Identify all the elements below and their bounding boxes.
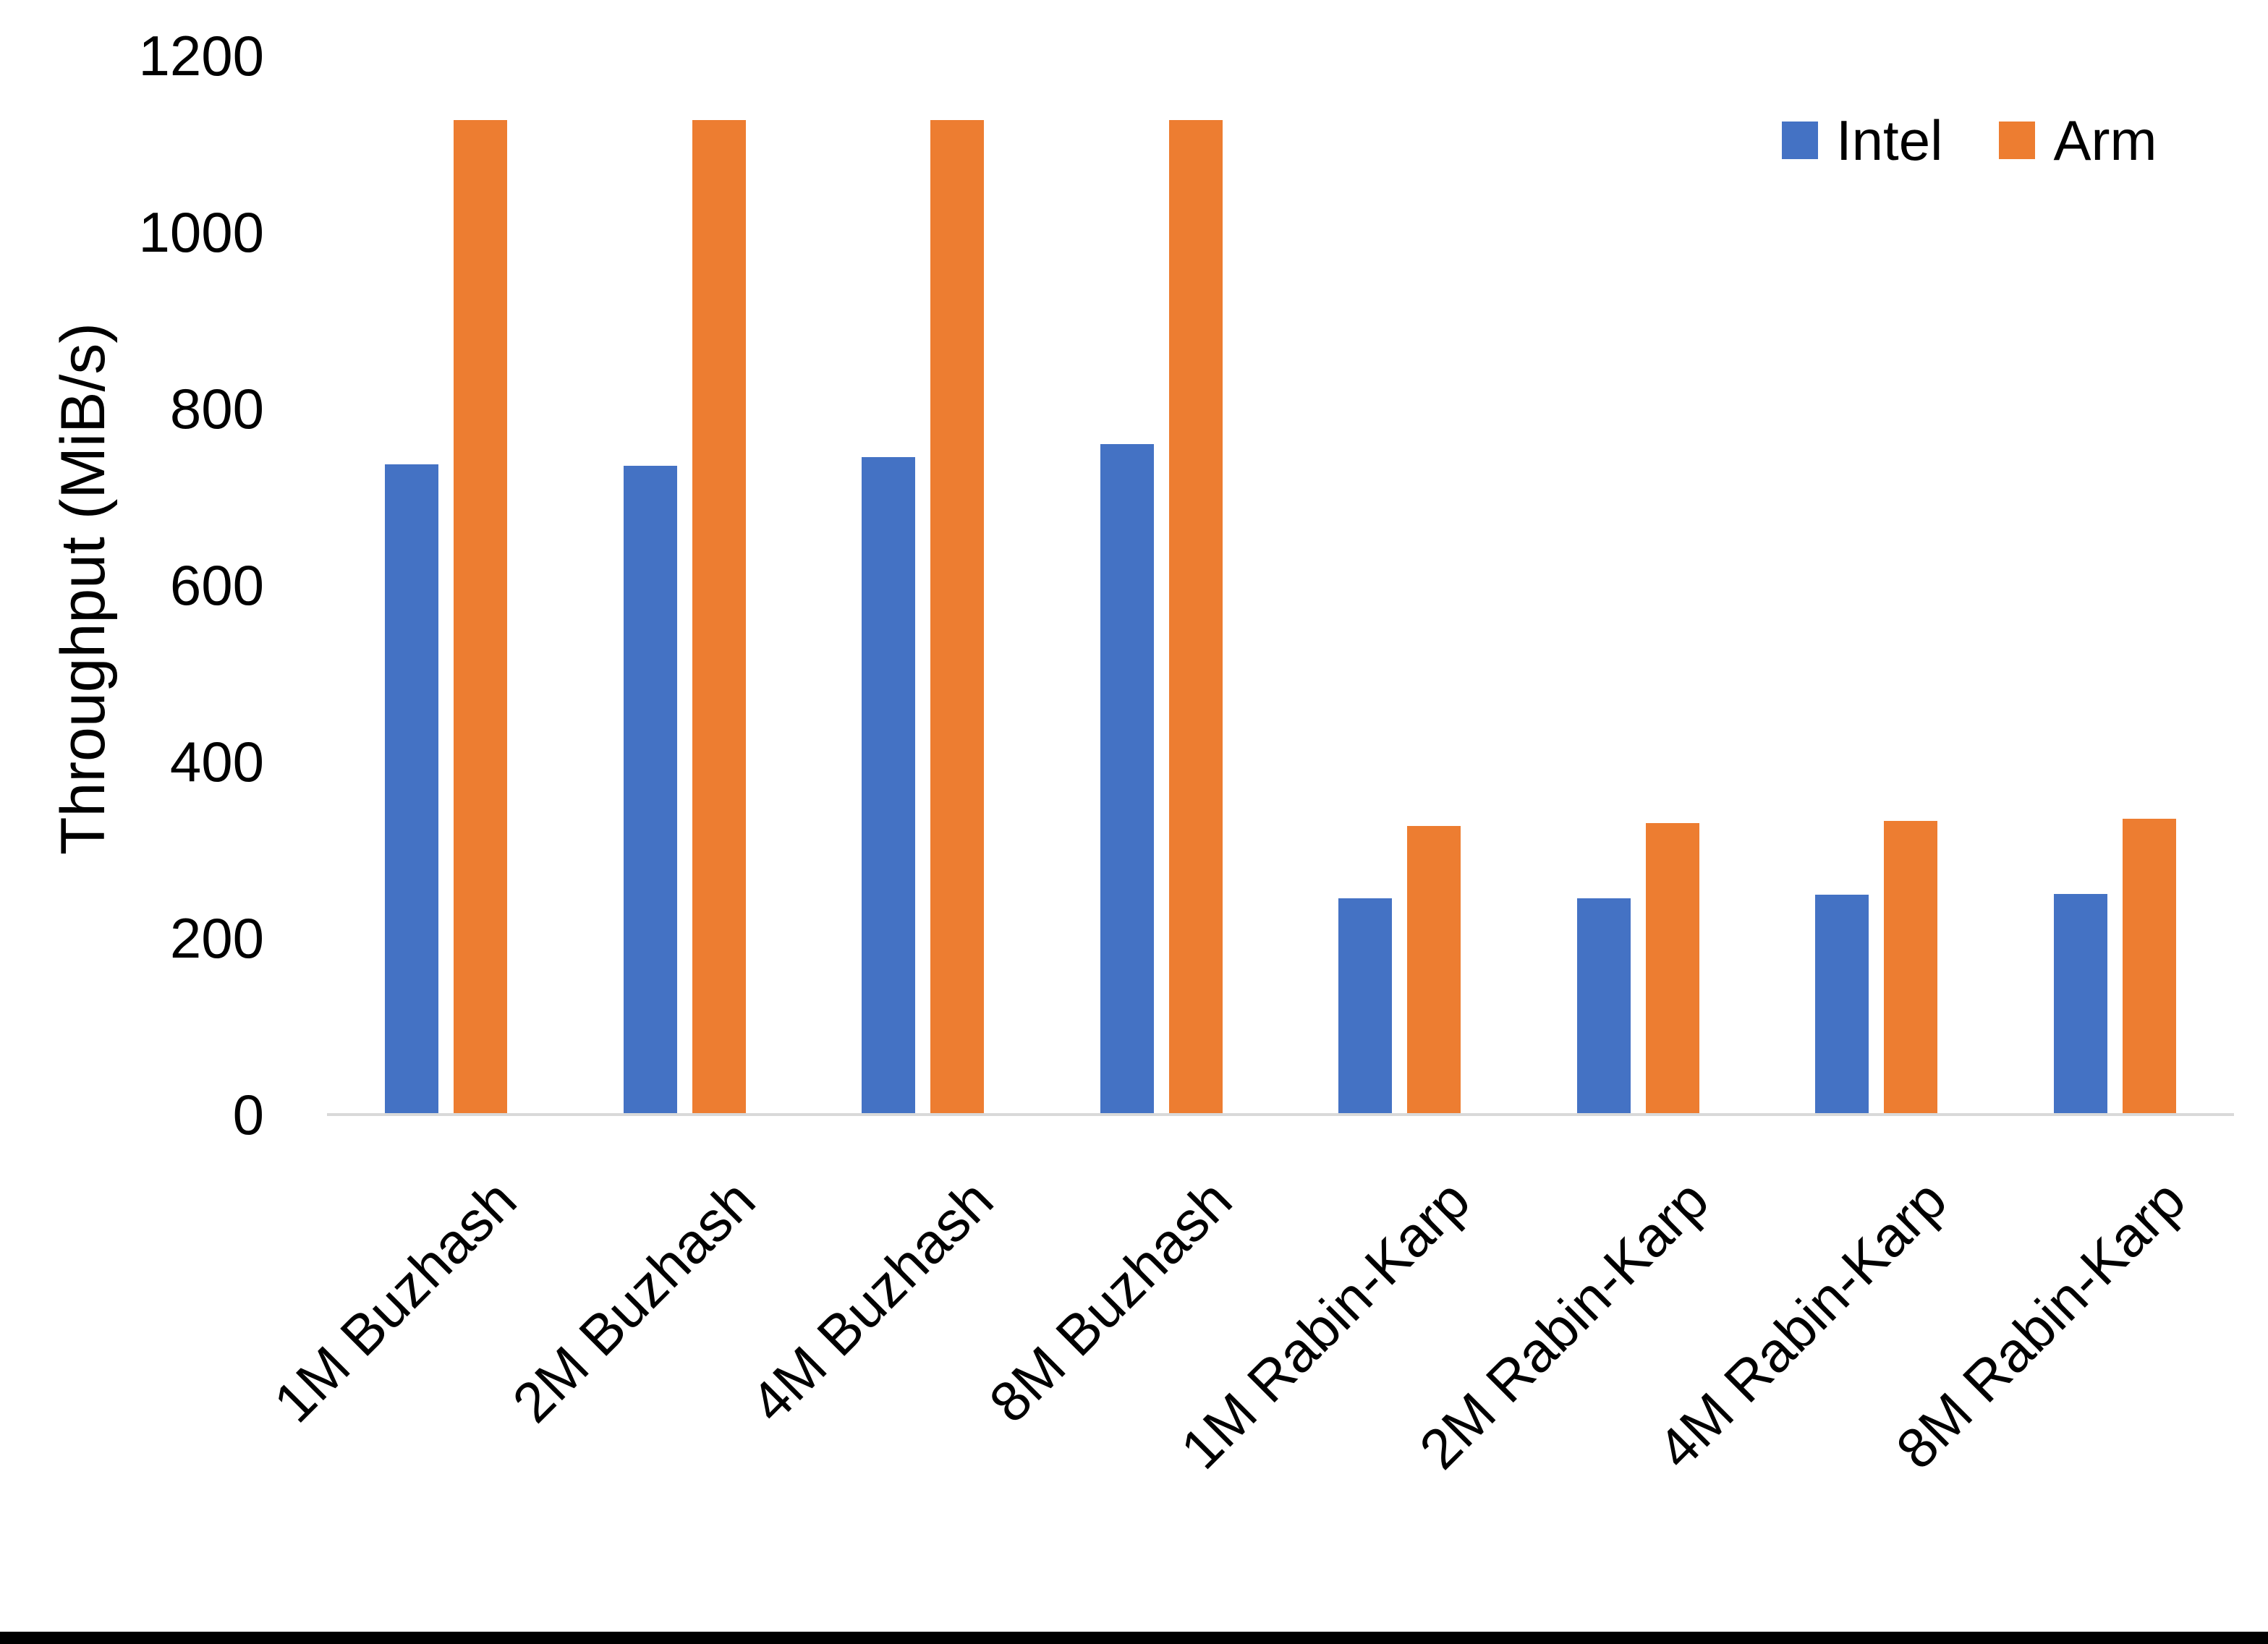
bar-intel-1m-buzhash <box>385 464 439 1115</box>
legend-label-arm: Arm <box>2053 108 2157 172</box>
legend-item-intel: Intel <box>1782 112 1942 169</box>
x-category-label: 4M Buzhash <box>738 1167 1006 1435</box>
intel-series-swatch-icon <box>1782 122 1818 159</box>
y-axis-title: Throughput (MiB/s) <box>48 322 118 855</box>
x-category-label: 2M Buzhash <box>500 1167 767 1435</box>
bar-intel-4m-buzhash <box>862 457 916 1115</box>
bar-arm-2m-rabin-karp <box>1645 823 1699 1115</box>
y-tick-label: 800 <box>169 377 264 440</box>
y-tick-label: 0 <box>232 1083 264 1146</box>
bar-arm-4m-rabin-karp <box>1884 820 1938 1115</box>
y-tick-label: 400 <box>169 730 264 793</box>
bar-arm-2m-buzhash <box>692 120 746 1115</box>
bar-intel-1m-rabin-karp <box>1338 898 1393 1115</box>
bar-arm-8m-buzhash <box>1168 120 1223 1115</box>
y-tick-label: 1200 <box>138 24 264 88</box>
bar-intel-2m-buzhash <box>623 466 677 1115</box>
legend-label-intel: Intel <box>1836 108 1943 172</box>
y-tick-label: 600 <box>169 553 264 617</box>
bar-intel-2m-rabin-karp <box>1576 898 1631 1115</box>
bar-arm-4m-buzhash <box>930 120 985 1115</box>
y-tick-label: 200 <box>169 906 264 970</box>
bar-arm-8m-rabin-karp <box>2122 819 2176 1115</box>
bar-intel-8m-rabin-karp <box>2053 894 2107 1115</box>
x-axis-line <box>327 1113 2234 1116</box>
bar-intel-4m-rabin-karp <box>1815 895 1869 1115</box>
bar-arm-1m-rabin-karp <box>1407 826 1461 1115</box>
legend-item-arm: Arm <box>1999 112 2157 169</box>
x-category-label: 8M Buzhash <box>977 1167 1244 1435</box>
bar-arm-1m-buzhash <box>454 120 508 1115</box>
screenshot-bottom-border <box>0 1632 2268 1644</box>
legend: Intel Arm <box>1782 112 2157 169</box>
y-tick-label: 1000 <box>138 200 264 264</box>
x-category-label: 1M Buzhash <box>261 1167 529 1435</box>
arm-series-swatch-icon <box>1999 122 2036 159</box>
bar-intel-8m-buzhash <box>1100 443 1154 1115</box>
